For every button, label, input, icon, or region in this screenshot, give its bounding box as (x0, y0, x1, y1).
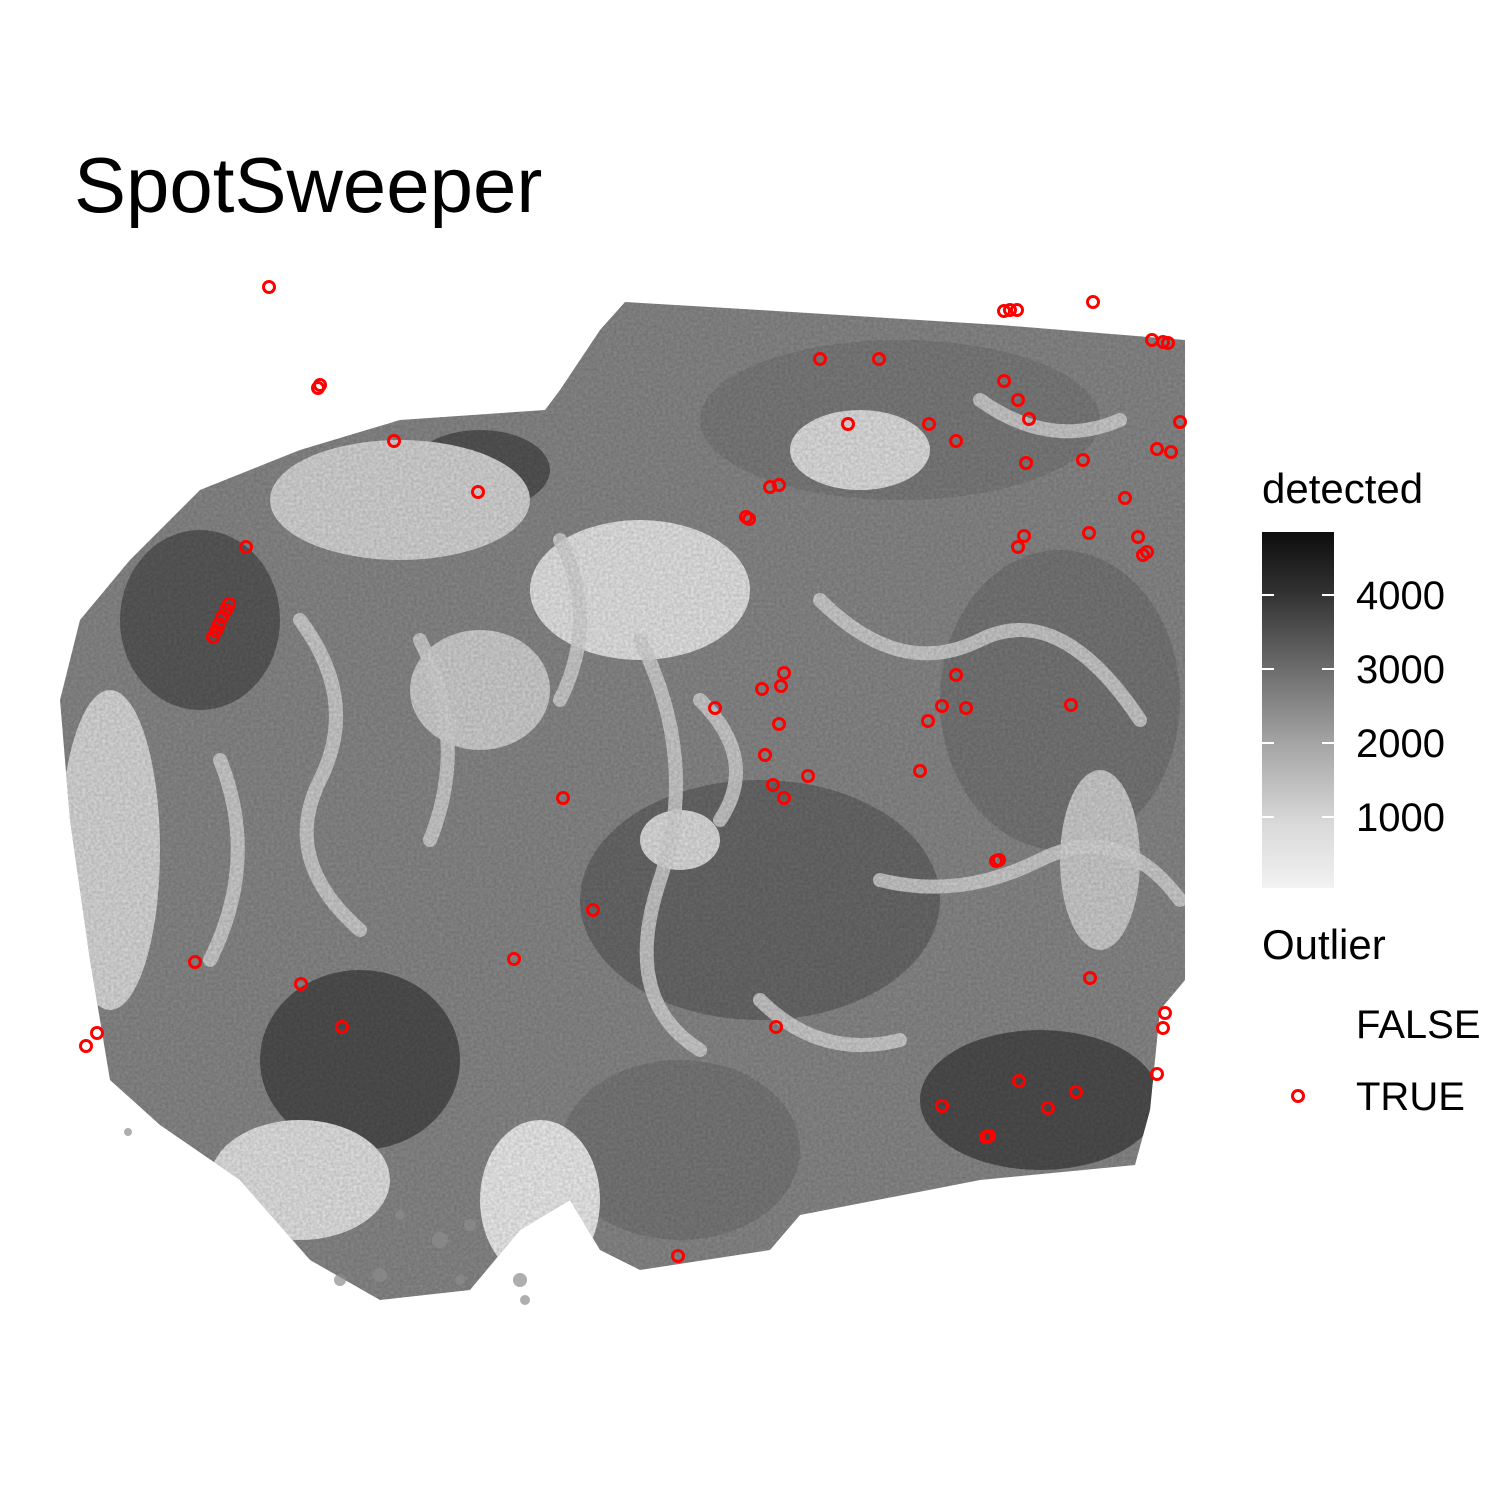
outlier-point (294, 977, 308, 991)
outlier-point (1011, 540, 1025, 554)
outlier-point (772, 478, 786, 492)
colorbar-label-2000: 2000 (1356, 722, 1445, 766)
outlier-point (1156, 1021, 1170, 1035)
outlier-point (335, 1020, 349, 1034)
outlier-point (1041, 1101, 1055, 1115)
colorbar-tick (1322, 816, 1334, 818)
outlier-point (949, 434, 963, 448)
colorbar-label-3000: 3000 (1356, 648, 1445, 692)
colorbar-tick (1262, 668, 1274, 670)
outlier-point (949, 668, 963, 682)
outlier-point (774, 679, 788, 693)
colorbar-label-4000: 4000 (1356, 574, 1445, 618)
outlier-point (708, 701, 722, 715)
outlier-point (935, 1099, 949, 1113)
outlier-point (90, 1026, 104, 1040)
outlier-point (1164, 445, 1178, 459)
chart-title: SpotSweeper (74, 141, 543, 229)
colorbar-tick (1262, 594, 1274, 596)
outlier-point (556, 791, 570, 805)
outlier-point (1140, 545, 1154, 559)
outlier-point (1086, 295, 1100, 309)
outlier-point (921, 714, 935, 728)
outlier-point (1173, 415, 1187, 429)
outlier-point (992, 853, 1006, 867)
outlier-point (1010, 303, 1024, 317)
outlier-point (982, 1129, 996, 1143)
outlier-point (1012, 1074, 1026, 1088)
outlier-point (311, 381, 325, 395)
outlier-point (1131, 530, 1145, 544)
outlier-point (801, 769, 815, 783)
legend-entry-false: FALSE (1356, 1003, 1481, 1047)
outlier-point (813, 352, 827, 366)
outlier-point (1003, 303, 1017, 317)
outlier-point (922, 417, 936, 431)
colorbar-tick (1262, 742, 1274, 744)
outlier-point (755, 682, 769, 696)
outlier-point (1011, 393, 1025, 407)
legend-outlier-title: Outlier (1262, 921, 1386, 968)
outlier-point (586, 903, 600, 917)
outlier-point (769, 1020, 783, 1034)
outlier-point (766, 778, 780, 792)
outlier-point (772, 717, 786, 731)
outlier-points (79, 280, 1187, 1263)
outlier-point (763, 480, 777, 494)
outlier-point (872, 352, 886, 366)
outlier-point (387, 434, 401, 448)
outlier-point (239, 540, 253, 554)
outlier-point (997, 304, 1011, 318)
outlier-point (671, 1249, 685, 1263)
outlier-point (1118, 491, 1132, 505)
outlier-point (212, 617, 226, 631)
outlier-point (1076, 453, 1090, 467)
legend-key-true (1291, 1089, 1305, 1103)
outlier-point (959, 701, 973, 715)
outlier-point (1017, 529, 1031, 543)
colorbar-tick (1322, 668, 1334, 670)
detected-colorbar (1262, 532, 1334, 888)
outlier-point (188, 955, 202, 969)
outlier-point (739, 510, 753, 524)
outlier-point (1064, 698, 1078, 712)
colorbar-tick (1322, 742, 1334, 744)
tissue-debris (124, 1128, 530, 1305)
outlier-point (1150, 1067, 1164, 1081)
outlier-point (997, 374, 1011, 388)
outlier-point (79, 1039, 93, 1053)
colorbar-label-1000: 1000 (1356, 796, 1445, 840)
outlier-point (507, 952, 521, 966)
outlier-point (215, 610, 229, 624)
outlier-point (471, 485, 485, 499)
legend-entry-true: TRUE (1356, 1075, 1465, 1119)
outlier-point (1083, 971, 1097, 985)
outlier-point (1019, 456, 1033, 470)
outlier-point (206, 630, 220, 644)
outlier-point (1150, 442, 1164, 456)
outlier-point (758, 748, 772, 762)
outlier-point (777, 666, 791, 680)
outlier-point (913, 764, 927, 778)
outlier-point (262, 280, 276, 294)
outlier-point (841, 417, 855, 431)
outlier-point (1158, 1006, 1172, 1020)
outlier-point (777, 791, 791, 805)
colorbar-tick (1322, 594, 1334, 596)
colorbar-tick (1262, 816, 1274, 818)
outlier-point (1022, 412, 1036, 426)
outlier-point (1156, 335, 1170, 349)
legend-key-true-marker (1291, 1089, 1305, 1103)
legend-detected-title: detected (1262, 465, 1424, 512)
outlier-point (1082, 526, 1096, 540)
outlier-point (935, 699, 949, 713)
outlier-point (1069, 1085, 1083, 1099)
